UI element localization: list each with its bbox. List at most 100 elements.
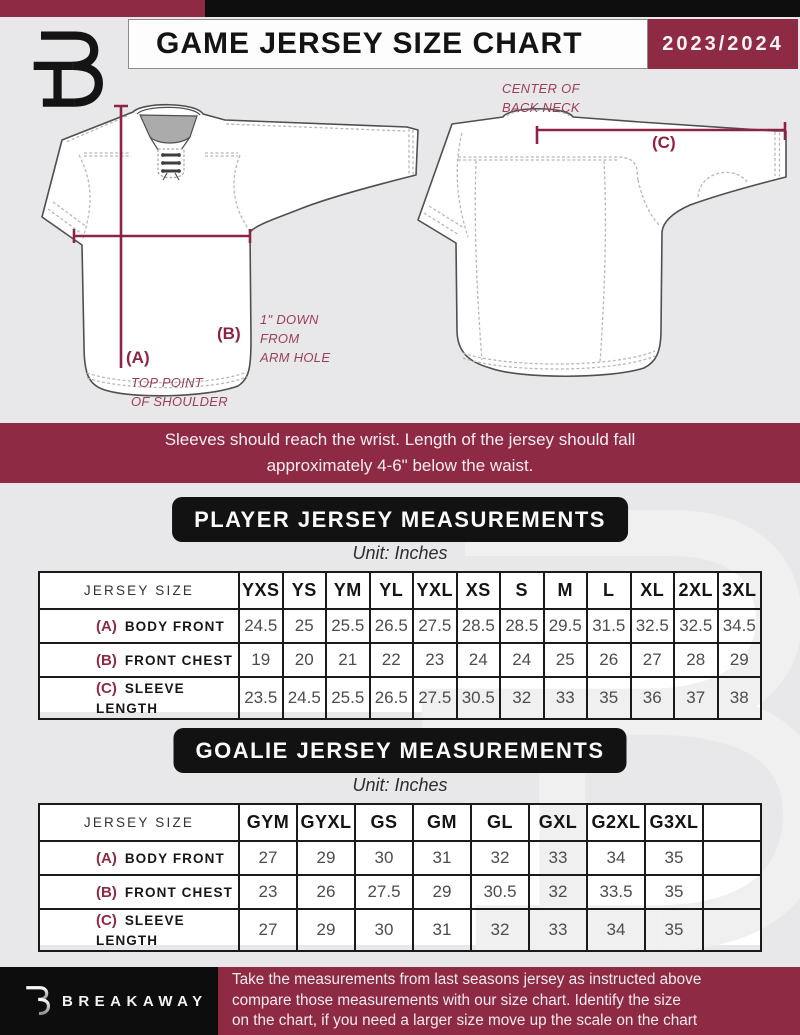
- size-header-cell: XS: [455, 571, 501, 610]
- season-badge: 2023/2024: [648, 19, 798, 69]
- measurement-value-cell: 30.5: [470, 874, 530, 910]
- measurement-line-c: [535, 122, 787, 144]
- measurement-value-cell: [702, 908, 762, 952]
- row-key: (C): [96, 680, 117, 697]
- measurement-value-cell: 31: [412, 840, 472, 876]
- measurement-value-cell: 29: [296, 840, 356, 876]
- row-key: (C): [96, 912, 117, 929]
- measurement-value-cell: 31.5: [586, 608, 632, 644]
- measurement-value-cell: 26.5: [368, 676, 414, 720]
- measurement-value-cell: 32.5: [673, 608, 719, 644]
- measurement-value-cell: 24.5: [281, 676, 327, 720]
- measurement-value-cell: 26: [586, 642, 632, 678]
- size-header-cell: YL: [368, 571, 414, 610]
- footer-note-text: Take the measurements from last seasons …: [232, 971, 702, 1030]
- measurement-value-cell: 32: [499, 676, 545, 720]
- row-key: (A): [96, 618, 117, 635]
- size-header-cell: M: [542, 571, 588, 610]
- front-jersey-diagram: [41, 103, 419, 397]
- measurement-value-cell: 25.5: [325, 608, 371, 644]
- player-section-title: PLAYER JERSEY MEASUREMENTS: [172, 497, 628, 542]
- measurement-value-cell: 23: [412, 642, 458, 678]
- label-a-note: TOP POINT OF SHOULDER: [131, 375, 228, 409]
- measurement-value-cell: 24.5: [238, 608, 284, 644]
- measurement-value-cell: 27: [238, 840, 298, 876]
- footer-brand-block: BREAKAWAY: [0, 967, 218, 1035]
- measurement-value-cell: 28.5: [499, 608, 545, 644]
- size-header-cell: GXL: [528, 803, 588, 842]
- goalie-section-title: GOALIE JERSEY MEASUREMENTS: [173, 728, 627, 773]
- measurement-value-cell: 28.5: [455, 608, 501, 644]
- measurement-label-cell: (B) FRONT CHEST: [38, 874, 240, 910]
- size-header-cell: GM: [412, 803, 472, 842]
- measurement-value-cell: 33: [542, 676, 588, 720]
- measurement-value-cell: 27: [629, 642, 675, 678]
- measurement-value-cell: 25: [281, 608, 327, 644]
- label-a-key: (A): [126, 348, 150, 367]
- measurement-value-cell: [702, 840, 762, 876]
- measurement-value-cell: 29.5: [542, 608, 588, 644]
- label-b-key: (B): [217, 324, 241, 343]
- measurement-value-cell: 22: [368, 642, 414, 678]
- measurement-value-cell: 32: [470, 840, 530, 876]
- top-bar-maroon: [0, 0, 205, 17]
- measurement-value-cell: 33.5: [586, 874, 646, 910]
- measurement-value-cell: 30.5: [455, 676, 501, 720]
- measurement-label-cell: (A) BODY FRONT: [38, 840, 240, 876]
- label-b-note: 1" DOWN FROM ARM HOLE: [260, 312, 331, 365]
- measurement-value-cell: 37: [673, 676, 719, 720]
- measurement-value-cell: 23.5: [238, 676, 284, 720]
- measurement-value-cell: 27.5: [412, 676, 458, 720]
- size-header-cell: [702, 803, 762, 842]
- measurement-value-cell: 26.5: [368, 608, 414, 644]
- size-header-cell: GYXL: [296, 803, 356, 842]
- jersey-size-header-cell: JERSEY SIZE: [38, 571, 240, 610]
- size-header-cell: G3XL: [644, 803, 704, 842]
- player-size-table: JERSEY SIZE YXS YS YM YL YXL XS S M L XL 2XL 3XL (A) B…: [38, 571, 762, 720]
- measurement-row: (C) SLEEVE LENGTH 23.5 24.5 25.5 26.5 27.5 30.5…: [38, 676, 762, 720]
- size-header-cell: 3XL: [716, 571, 762, 610]
- size-header-cell: GYM: [238, 803, 298, 842]
- measurement-value-cell: 32: [528, 874, 588, 910]
- measurement-row: (A) BODY FRONT 27 29 30 31 32 33 34 35: [38, 840, 762, 876]
- measurement-row: (A) BODY FRONT 24.5 25 25.5 26.5 27.5 28.5 28.5 2…: [38, 608, 762, 644]
- measurement-label-cell: (C) SLEEVE LENGTH: [38, 676, 240, 720]
- goalie-unit-label: Unit: Inches: [352, 775, 448, 795]
- footer-logo-icon: [23, 986, 51, 1016]
- measurement-value-cell: 35: [644, 874, 704, 910]
- measurement-value-cell: 29: [716, 642, 762, 678]
- measurement-value-cell: 31: [412, 908, 472, 952]
- measurement-value-cell: 26: [296, 874, 356, 910]
- measurement-value-cell: 38: [716, 676, 762, 720]
- size-header-cell: YXS: [238, 571, 284, 610]
- measurement-value-cell: [702, 874, 762, 910]
- measurement-value-cell: 25.5: [325, 676, 371, 720]
- measurement-value-cell: 36: [629, 676, 675, 720]
- size-header-cell: YS: [281, 571, 327, 610]
- jersey-diagrams: (A) TOP POINT OF SHOULDER (B) 1" DOWN FR…: [0, 81, 800, 420]
- size-header-cell: XL: [629, 571, 675, 610]
- measurement-value-cell: 28: [673, 642, 719, 678]
- measurement-value-cell: 29: [412, 874, 472, 910]
- measurement-value-cell: 35: [586, 676, 632, 720]
- row-label: SLEEVE LENGTH: [96, 681, 185, 716]
- measurement-value-cell: 35: [644, 908, 704, 952]
- row-key: (B): [96, 652, 117, 669]
- row-key: (B): [96, 884, 117, 901]
- measurement-row: (C) SLEEVE LENGTH 27 29 30 31 32 33 34 35: [38, 908, 762, 952]
- measurement-value-cell: 27.5: [412, 608, 458, 644]
- table-header-row: JERSEY SIZE GYM GYXL GS GM GL GXL G2XL G3XL: [38, 803, 762, 842]
- footer-note-block: Take the measurements from last seasons …: [218, 967, 800, 1035]
- measurement-value-cell: 34: [586, 840, 646, 876]
- row-label: SLEEVE LENGTH: [96, 913, 185, 948]
- size-header-cell: G2XL: [586, 803, 646, 842]
- measurement-value-cell: 21: [325, 642, 371, 678]
- row-label: FRONT CHEST: [124, 653, 233, 668]
- measurement-value-cell: 35: [644, 840, 704, 876]
- measurement-row: (B) FRONT CHEST 23 26 27.5 29 30.5 32 33.5 35: [38, 874, 762, 910]
- fit-notice-banner: Sleeves should reach the wrist. Length o…: [0, 423, 800, 483]
- label-c-key: (C): [652, 133, 676, 152]
- size-header-cell: YXL: [412, 571, 458, 610]
- top-bar-black: [205, 0, 800, 17]
- measurement-label-cell: (C) SLEEVE LENGTH: [38, 908, 240, 952]
